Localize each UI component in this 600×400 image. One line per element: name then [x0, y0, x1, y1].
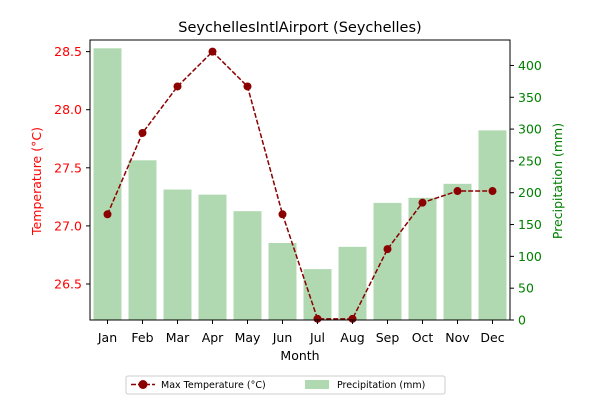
x-tick-label: Nov: [445, 330, 470, 345]
precipitation-bar: [338, 246, 367, 320]
axes: [89, 39, 511, 321]
x-tick-label: Oct: [412, 330, 434, 345]
x-tick-label: Jan: [97, 330, 117, 345]
temperature-point: [348, 314, 357, 323]
temperature-point: [418, 198, 427, 207]
right-tick-label: 250: [518, 153, 542, 168]
right-tick-label: 100: [518, 249, 542, 264]
left-tick-label: 27.5: [54, 160, 82, 175]
precipitation-bar: [303, 269, 332, 320]
right-axis-label: Precipitation (mm): [550, 123, 565, 239]
left-tick-label: 27.0: [54, 218, 82, 233]
temperature-point: [243, 82, 252, 91]
x-tick-label: Jul: [309, 330, 325, 345]
precipitation-bar: [268, 243, 297, 320]
precipitation-bar: [233, 211, 262, 320]
temperature-point: [208, 47, 217, 56]
temperature-point: [453, 187, 462, 196]
precipitation-bar: [128, 160, 157, 320]
legend-frame: [125, 375, 446, 395]
legend: Max Temperature (°C) Precipitation (mm): [125, 375, 446, 395]
temperature-point: [138, 128, 147, 137]
temperature-point: [103, 210, 112, 219]
temperature-line: [106, 50, 493, 320]
temperature-point: [313, 314, 322, 323]
right-tick-label: 50: [518, 281, 534, 296]
legend-temperature-marker: [138, 380, 148, 389]
x-tick-label: Aug: [340, 330, 364, 345]
right-tick-label: 0: [518, 313, 526, 328]
left-axis-label: Temperature (°C): [29, 127, 44, 236]
right-tick-label: 300: [518, 122, 542, 137]
temperature-series: [103, 47, 497, 323]
x-tick-label: Mar: [166, 330, 190, 345]
precipitation-bar: [93, 48, 122, 320]
x-tick-label: Sep: [376, 330, 400, 345]
temperature-point: [383, 245, 392, 254]
x-tick-label: May: [235, 330, 261, 345]
temperature-point: [278, 210, 287, 219]
precipitation-bar: [443, 183, 472, 320]
left-tick-label: 28.0: [54, 102, 82, 117]
temperature-point: [488, 187, 497, 196]
x-tick-label: Dec: [480, 330, 504, 345]
precipitation-bar: [408, 197, 437, 320]
precipitation-bars: [93, 48, 507, 320]
x-tick-label: Feb: [131, 330, 153, 345]
right-tick-label: 400: [518, 58, 542, 73]
tick-labels: Jan Feb Mar Apr May Jun Jul Aug Sep Oct Nov Dec 26.5…: [54, 44, 542, 345]
right-tick-label: 200: [518, 185, 542, 200]
x-axis-label: Month: [280, 348, 319, 363]
legend-precipitation-label: Precipitation (mm): [337, 380, 425, 391]
legend-precipitation-swatch: [305, 380, 329, 389]
right-tick-label: 150: [518, 217, 542, 232]
temperature-point: [173, 82, 182, 91]
left-tick-label: 28.5: [54, 44, 82, 59]
legend-temperature-label: Max Temperature (°C): [161, 380, 266, 391]
precipitation-bar: [478, 130, 507, 320]
precipitation-bar: [373, 202, 402, 320]
chart-title: SeychellesIntlAirport (Seychelles): [178, 20, 421, 36]
right-tick-label: 350: [518, 90, 542, 105]
precipitation-bar: [163, 189, 192, 320]
x-tick-label: Jun: [272, 330, 293, 345]
left-tick-label: 26.5: [54, 276, 82, 291]
plot-frame: [89, 39, 511, 321]
x-tick-label: Apr: [202, 330, 224, 345]
precipitation-bar: [198, 194, 227, 320]
